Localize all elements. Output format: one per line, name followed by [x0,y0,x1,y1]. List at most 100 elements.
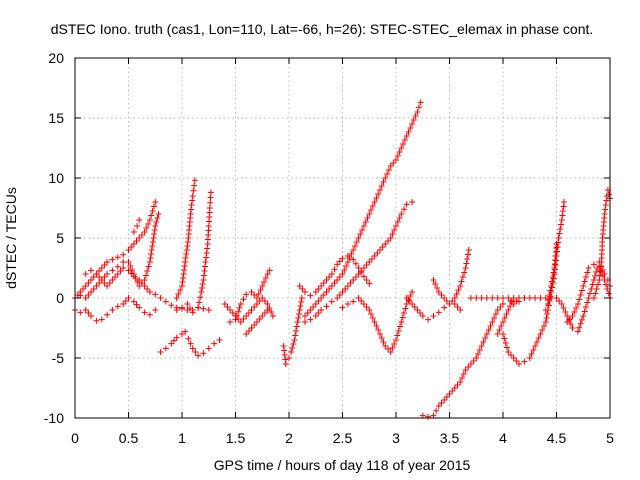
data-point [589,281,596,288]
data-point [567,321,574,327]
data-point [302,313,308,319]
data-point [320,280,327,286]
data-point [526,355,533,361]
data-point [206,205,213,211]
data-point [605,290,612,297]
data-point [173,334,180,341]
data-point [403,201,410,208]
data-point [602,202,609,208]
data-point [344,283,351,289]
y-tick-label: 20 [48,50,64,66]
data-point [120,259,127,265]
data-point [441,304,448,311]
data-point [144,286,151,292]
data-point [590,295,597,301]
data-point [293,323,300,330]
data-point [412,113,419,119]
data-point [307,292,314,299]
x-tick-label: 0 [71,430,79,446]
data-point [504,344,510,351]
data-point [459,274,466,280]
data-point [585,295,592,301]
data-point [235,308,242,315]
data-point [605,191,612,198]
data-point [125,247,132,253]
data-point [344,259,351,265]
data-point [182,255,189,261]
data-point [543,315,550,321]
data-point [443,394,450,400]
data-point [183,247,190,253]
data-point [581,278,588,285]
data-point [544,301,551,307]
data-point [323,277,330,283]
data-point [455,287,462,293]
data-point [302,289,308,295]
data-point [232,316,239,323]
data-point [387,163,394,169]
points-layer [72,99,613,420]
data-point [362,219,369,225]
data-point [355,271,362,277]
data-point [516,361,522,367]
data-point [542,295,549,301]
data-point [454,304,461,310]
data-point [385,238,391,244]
data-point [553,295,560,301]
data-point [326,286,333,292]
data-point [179,279,186,285]
data-point [227,307,234,313]
data-point [90,274,97,280]
data-point [199,281,206,287]
data-point [457,307,464,313]
data-point [339,289,346,295]
data-point [149,239,156,245]
data-point [360,301,367,307]
data-point [547,287,554,294]
data-point [382,175,389,181]
data-point [141,229,148,235]
data-point [133,238,140,244]
data-point [403,301,410,307]
data-point [292,332,299,339]
data-point [298,295,305,301]
data-point [318,283,325,289]
data-point [435,289,442,295]
y-axis-label: dSTEC / TECUs [3,187,19,289]
data-point [578,287,585,294]
data-point [574,328,581,335]
data-point [101,262,108,268]
data-point [253,295,260,301]
data-point [564,319,571,325]
data-point [369,315,376,321]
data-point [503,311,510,317]
data-point [363,262,370,268]
x-tick-label: 0.5 [119,430,139,446]
data-point [443,298,450,304]
data-point [419,313,426,319]
data-point [482,335,489,341]
data-point [114,303,121,310]
y-tick-label: 10 [48,170,64,186]
data-point [189,309,196,316]
data-point [526,295,533,301]
data-point [462,265,469,271]
data-point [391,341,398,347]
data-point [401,137,408,143]
data-point [394,332,401,339]
data-point [500,331,506,337]
data-point [251,322,258,328]
data-point [496,327,503,333]
data-point [363,277,370,283]
data-point [414,307,421,313]
data-point [378,335,385,341]
data-point [261,298,268,304]
data-point [347,280,354,286]
data-point [168,340,175,347]
data-point [473,355,480,361]
data-point [371,199,378,205]
data-point [182,328,189,335]
y-tick-label: 15 [48,110,64,126]
data-point [558,301,565,307]
